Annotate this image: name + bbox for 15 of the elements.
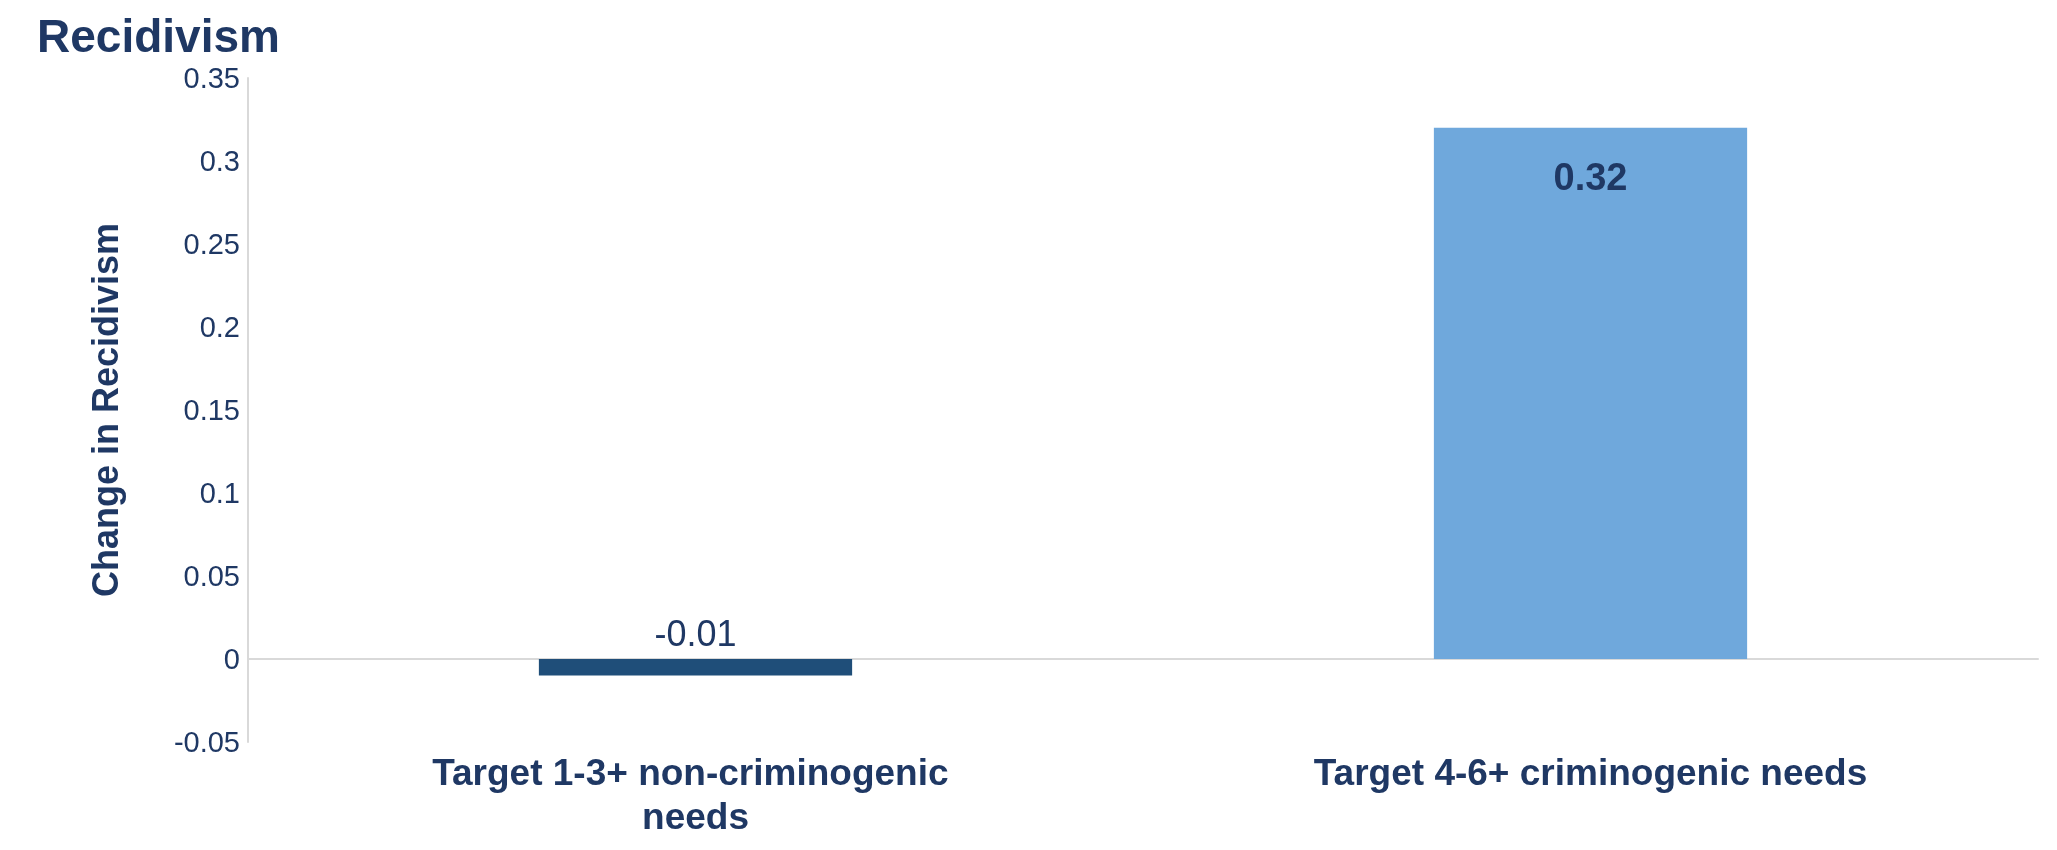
y-tick-label: 0.3: [199, 145, 240, 177]
data-label: 0.32: [1553, 155, 1628, 198]
data-label: -0.01: [654, 612, 737, 654]
y-tick-label: 0.05: [183, 560, 240, 592]
x-tick-label: Target 1-3+ non-criminogenic needs: [432, 751, 959, 837]
chart-title: Recidivism: [37, 10, 280, 62]
x-tick-label: Target 4-6+ criminogenic needs: [1313, 751, 1868, 793]
y-tick-label: 0.1: [199, 477, 240, 509]
y-tick-label: 0.15: [183, 394, 240, 426]
y-tick-label: 0.35: [183, 62, 240, 94]
y-tick-label: 0.2: [199, 311, 240, 343]
y-axis-title: Change in Recidivism: [84, 222, 126, 598]
y-tick-label: -0.05: [173, 726, 240, 758]
y-tick-label: 0: [223, 643, 240, 675]
y-tick-label: 0.25: [183, 228, 240, 260]
